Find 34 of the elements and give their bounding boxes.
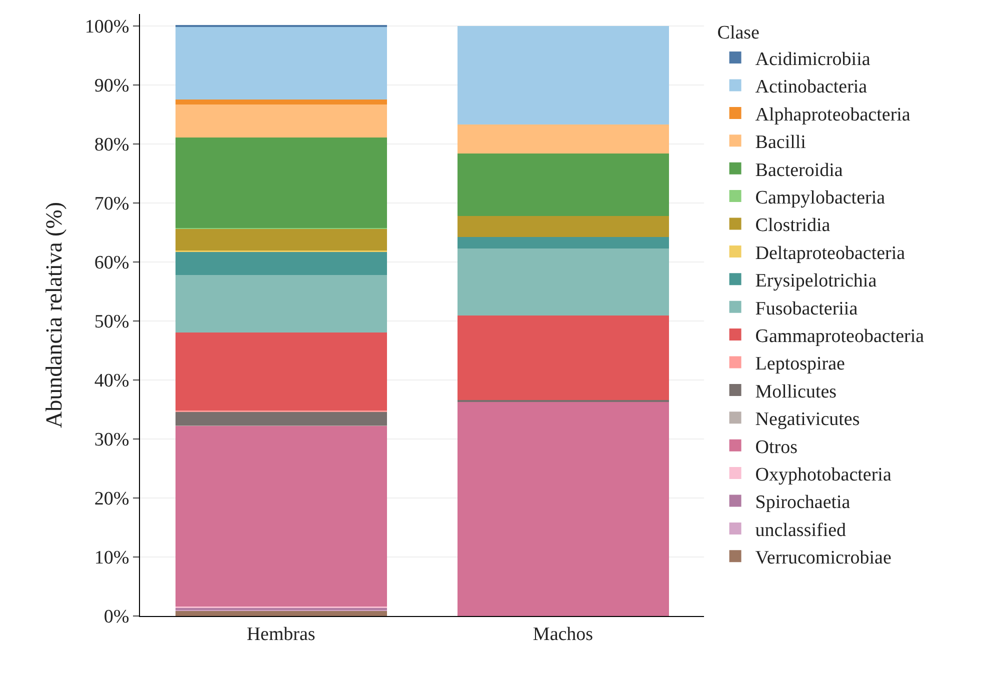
legend-label: Bacilli: [755, 132, 806, 154]
legend-label: Oxyphotobacteria: [755, 464, 892, 486]
y-tick-label: 50%: [94, 312, 130, 333]
x-tick-label: Machos: [532, 624, 594, 645]
legend-label: Leptospirae: [755, 354, 845, 375]
y-tick-label: 70%: [94, 194, 130, 215]
legend-label: Actinobacteria: [755, 76, 868, 98]
y-axis-title: Abundancia relativa (%): [41, 202, 66, 428]
legend-label: Mollicutes: [755, 381, 837, 402]
x-tick-label: Hembras: [246, 624, 316, 645]
legend-label: Acidimicrobiia: [755, 48, 871, 70]
legend-label: Erysipelotrichia: [755, 270, 878, 292]
y-tick-label: 90%: [94, 75, 130, 96]
y-tick-label: 80%: [94, 134, 130, 156]
y-tick-label: 40%: [94, 370, 130, 392]
legend-label: Deltaproteobacteria: [755, 242, 906, 264]
legend-label: Alphaproteobacteria: [755, 104, 911, 126]
legend-label: Clostridia: [755, 215, 831, 236]
y-tick-label: 100%: [84, 16, 130, 38]
legend-label: Campylobacteria: [755, 187, 886, 208]
legend-label: Otros: [755, 436, 798, 458]
legend-label: Fusobacteriia: [755, 298, 858, 320]
legend-label: Verrucomicrobiae: [755, 548, 892, 569]
y-tick-label: 60%: [94, 252, 130, 274]
legend-label: Bacteroidia: [755, 160, 844, 181]
legend-label: Spirochaetia: [755, 492, 851, 514]
legend-label: Gammaproteobacteria: [755, 326, 925, 347]
y-tick-label: 30%: [94, 430, 130, 451]
legend-title: Clase: [717, 22, 760, 44]
legend-label: Negativicutes: [755, 409, 860, 430]
y-tick-label: 0%: [104, 606, 130, 628]
y-tick-label: 10%: [94, 548, 130, 569]
legend-label: unclassified: [755, 520, 847, 541]
y-tick-label: 20%: [94, 488, 130, 510]
